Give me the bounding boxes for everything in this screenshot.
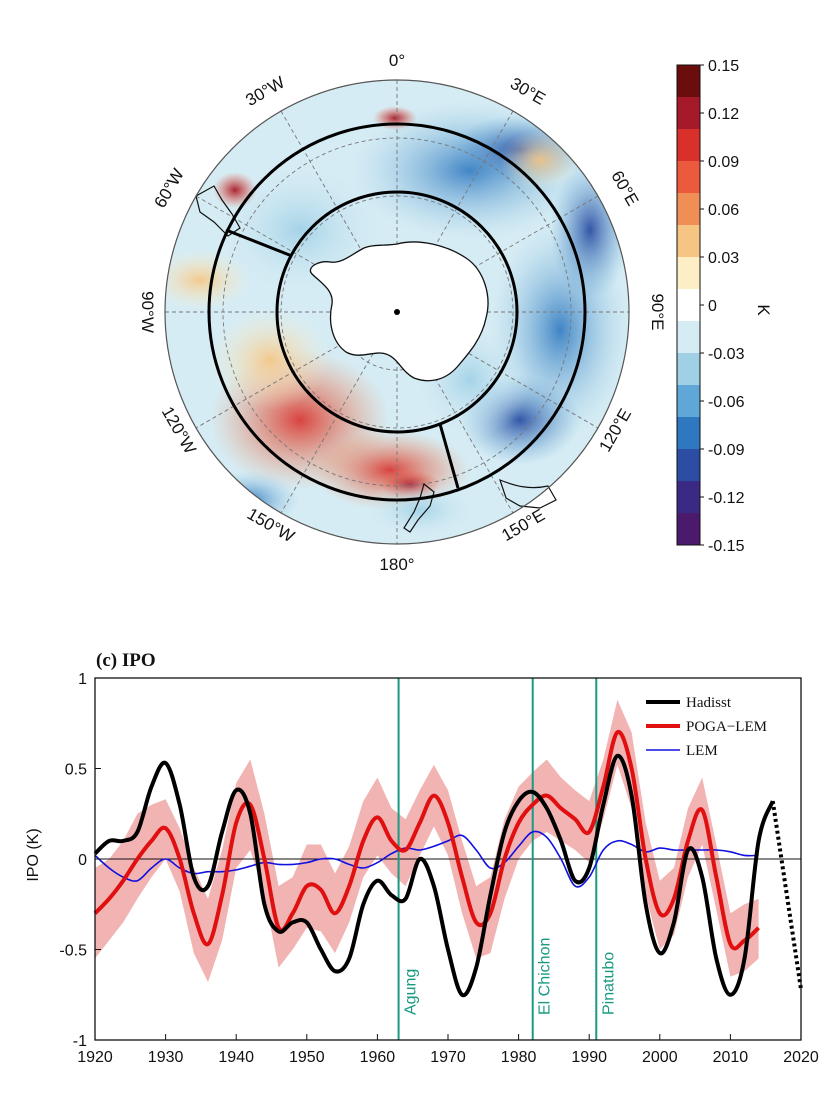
y-tick-label: 0 [78,852,87,869]
lem-line [94,830,759,888]
x-tick-label: 1970 [430,1049,466,1066]
colorbar-tick-label: -0.12 [708,490,745,507]
colorbar-segment [677,97,700,130]
colorbar-tick-label: -0.09 [708,442,745,459]
lon-label-30w: 30°W [242,73,288,110]
map-frame [164,79,630,545]
event-label: El Chichon [537,938,554,1015]
south-america-outline [195,185,241,237]
colorbar: 0.15 0.12 0.09 0.06 0.03 0 -0.03 -0.06 -0.09 -0.1… [676,58,745,555]
australia-outline [499,478,557,509]
x-tick-label: 1930 [148,1049,184,1066]
colorbar-segment [677,481,700,514]
lon-label-90e: 90°E [648,293,667,330]
colorbar-segment [677,353,700,386]
x-tick-label: 1980 [501,1049,537,1066]
y-tick-label: -1 [73,1033,87,1050]
x-tick-label: 1950 [289,1049,325,1066]
poga-lem-line [93,730,760,951]
polar-map: 0° 30°E 60°E 90°E 120°E 150°E 180° 150°W… [138,51,773,574]
x-tick-label: 2010 [713,1049,749,1066]
lon-label-60e: 60°E [607,167,642,209]
colorbar-segment [677,449,700,482]
x-tick-label: 1990 [571,1049,607,1066]
x-tick-label: 1940 [218,1049,254,1066]
legend-label: POGA−LEM [686,719,767,735]
chart-title: (c) IPO [96,650,156,671]
colorbar-tick-label: -0.03 [708,346,745,363]
colorbar-segment [677,65,700,98]
colorbar-segment [677,417,700,450]
legend-label: Hadisst [686,695,732,711]
lon-label-90w: 90°W [138,291,157,333]
x-tick-label: 1960 [360,1049,396,1066]
lon-label-0: 0° [389,51,405,70]
y-tick-label: 1 [78,671,87,688]
lon-label-180: 180° [379,555,414,574]
ipo-chart: (c) IPO IPO (K) Agung El Chichon Pinatubo … [25,650,819,1066]
event-label: Pinatubo [600,952,617,1015]
colorbar-segment [677,161,700,194]
south-pole-marker [394,309,400,315]
hadisst-extension [770,800,803,990]
colorbar-segment [677,193,700,226]
colorbar-tick-label: 0.03 [708,250,739,267]
legend-label: LEM [686,743,718,759]
colorbar-segment [677,385,700,418]
colorbar-segment [677,257,700,290]
colorbar-unit-label: K [754,304,773,316]
colorbar-segment [677,129,700,162]
colorbar-segment [677,289,700,322]
colorbar-segment [677,513,700,546]
poga-lem-spread-band [95,699,759,983]
event-label: Agung [403,969,420,1015]
region-boundaries [207,122,587,502]
x-tick-label: 2000 [642,1049,678,1066]
lon-label-30e: 30°E [507,74,549,109]
lon-label-60w: 60°W [151,165,188,211]
colorbar-tick-label: 0.06 [708,202,739,219]
x-tick-label: 1920 [77,1049,113,1066]
y-axis-label: IPO (K) [25,828,42,881]
y-tick-label: -0.5 [59,943,87,960]
y-tick-label: 0.5 [65,762,87,779]
colorbar-tick-label: 0 [708,298,717,315]
colorbar-segment [677,321,700,354]
colorbar-tick-label: -0.06 [708,394,745,411]
colorbar-segment [677,225,700,258]
colorbar-tick-label: -0.15 [708,538,745,555]
colorbar-tick-label: 0.12 [708,106,739,123]
x-tick-label: 2020 [783,1049,819,1066]
hadisst-line [93,753,775,998]
legend: Hadisst POGA−LEM LEM [640,686,800,772]
colorbar-tick-label: 0.09 [708,154,739,171]
colorbar-tick-label: 0.15 [708,58,739,75]
